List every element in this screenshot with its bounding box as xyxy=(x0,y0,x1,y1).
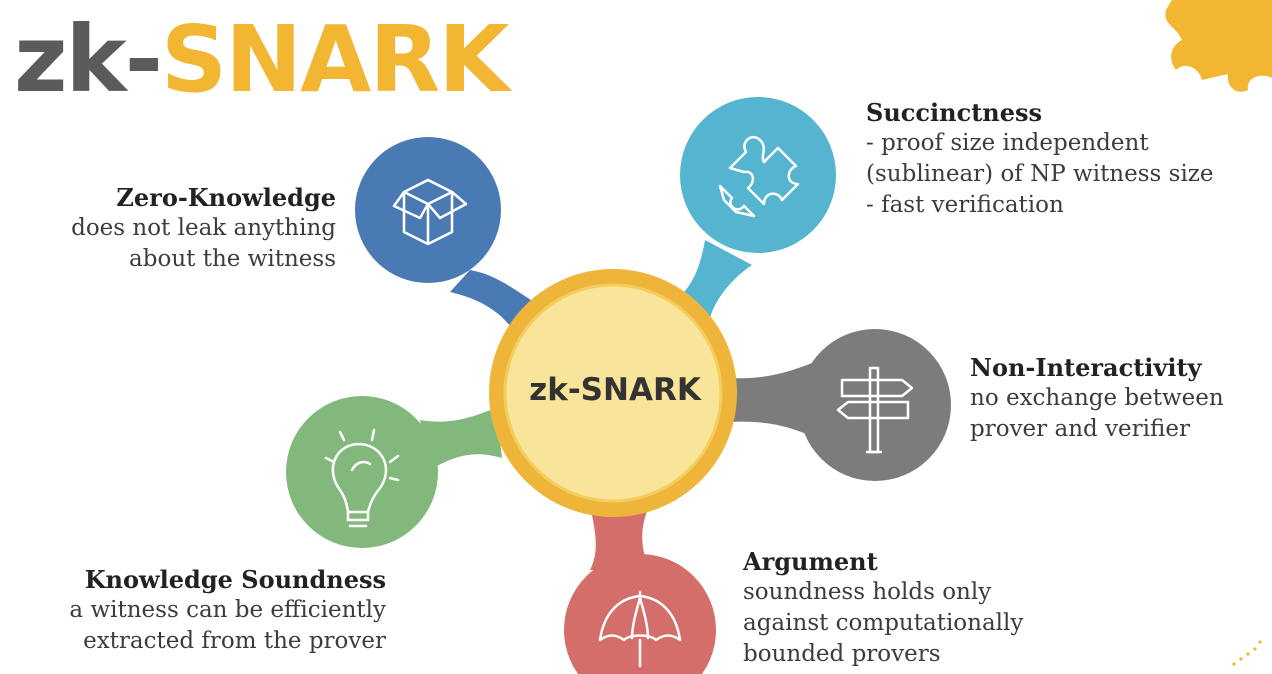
page-title: zk-SNARK xyxy=(14,14,510,106)
connector-non-interactivity xyxy=(728,360,820,438)
property-line: against computationally xyxy=(743,610,1024,636)
property-line: extracted from the prover xyxy=(83,628,386,654)
property-line: soundness holds only xyxy=(743,579,992,605)
property-heading: Argument xyxy=(743,547,878,576)
property-heading: Succinctness xyxy=(866,98,1043,127)
connector-argument xyxy=(590,505,650,570)
property-zero-knowledge: Zero-Knowledge does not leak anything ab… xyxy=(40,182,336,275)
property-knowledge-soundness: Knowledge Soundness a witness can be eff… xyxy=(20,564,386,657)
property-line: - proof size independent xyxy=(866,130,1149,156)
box-icon xyxy=(392,178,468,246)
connector-succinctness xyxy=(675,240,752,318)
decorative-dots xyxy=(1232,640,1262,666)
circle-non-interactivity xyxy=(799,329,951,481)
lightbulb-icon xyxy=(324,428,400,528)
property-non-interactivity: Non-Interactivity no exchange between pr… xyxy=(970,352,1265,445)
circle-succinctness xyxy=(680,97,836,253)
puzzle-piece-icon xyxy=(718,135,800,218)
property-line: (sublinear) of NP witness size xyxy=(866,161,1214,187)
title-part-zk: zk- xyxy=(14,6,163,113)
property-line: prover and verifier xyxy=(970,416,1190,442)
property-line: about the witness xyxy=(129,246,336,272)
title-part-snark: SNARK xyxy=(160,6,510,113)
circle-argument xyxy=(564,554,716,674)
circle-knowledge-soundness xyxy=(286,396,438,548)
property-line: does not leak anything xyxy=(71,215,336,241)
property-heading: Knowledge Soundness xyxy=(84,565,386,594)
property-line: a witness can be efficiently xyxy=(69,597,386,623)
property-succinctness: Succinctness - proof size independent (s… xyxy=(866,97,1266,221)
property-line: bounded provers xyxy=(743,641,941,667)
signpost-icon xyxy=(836,366,914,454)
umbrella-icon xyxy=(598,590,682,668)
connector-knowledge-soundness xyxy=(420,408,502,470)
property-argument: Argument soundness holds only against co… xyxy=(743,546,1073,670)
property-heading: Non-Interactivity xyxy=(970,353,1202,382)
property-line: no exchange between xyxy=(970,385,1224,411)
hub-label: zk-SNARK xyxy=(529,372,701,408)
corner-puzzle-icon xyxy=(1165,0,1272,92)
hub-center xyxy=(503,283,723,503)
property-heading: Zero-Knowledge xyxy=(116,183,336,212)
property-line: - fast verification xyxy=(866,192,1064,218)
